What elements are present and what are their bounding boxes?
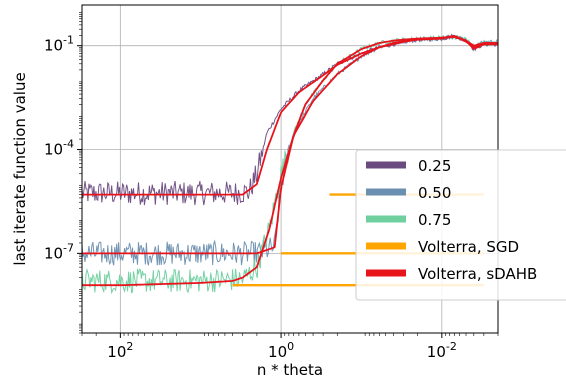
legend-label: Volterra, SGD	[418, 238, 519, 256]
y-tick-label: 10-4	[44, 138, 74, 159]
legend-label: 0.25	[418, 157, 451, 175]
legend: 0.25 0.50 0.75 Volterra, SGD Volterra, sDAHB	[355, 149, 566, 301]
y-axis-label: last iterate function value	[11, 72, 29, 265]
series-volterra-sdahb	[82, 35, 498, 287]
y-tick-label: 10-7	[44, 241, 74, 262]
y-ticks: 10-1 10-4 10-7	[44, 12, 82, 334]
y-tick-label: 10-1	[44, 34, 74, 55]
x-tick-label: 100	[268, 340, 294, 361]
legend-label: Volterra, sDAHB	[418, 265, 537, 283]
x-tick-label: 102	[107, 340, 133, 361]
legend-box	[355, 149, 566, 301]
x-ticks: 102 100 10-2	[81, 333, 499, 361]
series-curve	[82, 35, 498, 287]
x-tick-label: 10-2	[427, 340, 457, 361]
legend-label: 0.75	[418, 211, 451, 229]
legend-label: 0.50	[418, 184, 451, 202]
x-axis-label: n * theta	[257, 361, 323, 379]
series-layer	[81, 33, 499, 295]
